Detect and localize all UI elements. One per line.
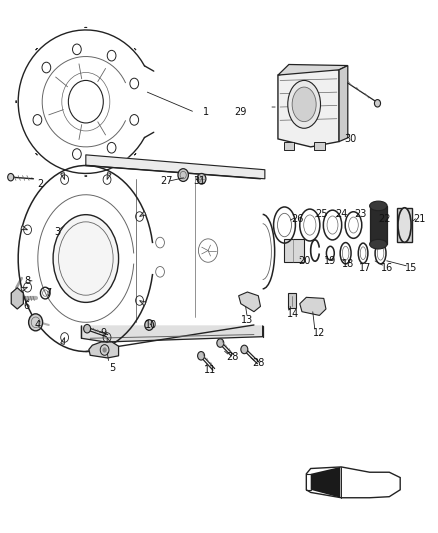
Text: 24: 24 xyxy=(335,209,347,220)
Polygon shape xyxy=(86,155,265,179)
Polygon shape xyxy=(284,142,294,150)
Text: 22: 22 xyxy=(379,214,391,224)
Polygon shape xyxy=(278,67,339,147)
Bar xyxy=(397,208,413,242)
Polygon shape xyxy=(339,66,348,142)
Circle shape xyxy=(28,314,42,331)
Polygon shape xyxy=(278,64,348,75)
Text: 21: 21 xyxy=(413,214,426,224)
Text: 15: 15 xyxy=(405,263,417,272)
Circle shape xyxy=(145,320,153,330)
Text: 9: 9 xyxy=(100,328,106,338)
Text: 20: 20 xyxy=(298,256,311,266)
Bar xyxy=(370,206,387,244)
Polygon shape xyxy=(61,337,65,344)
Text: 31: 31 xyxy=(193,176,205,187)
Bar xyxy=(288,293,296,308)
Polygon shape xyxy=(134,49,136,50)
Text: 1: 1 xyxy=(203,107,209,117)
Text: 4: 4 xyxy=(35,320,41,330)
Ellipse shape xyxy=(53,215,119,302)
Text: 19: 19 xyxy=(324,256,336,266)
Ellipse shape xyxy=(370,201,387,211)
Polygon shape xyxy=(134,154,136,155)
Polygon shape xyxy=(11,288,23,309)
Circle shape xyxy=(102,348,107,353)
Circle shape xyxy=(8,173,14,181)
Text: 25: 25 xyxy=(315,209,328,220)
Polygon shape xyxy=(81,326,263,342)
Ellipse shape xyxy=(288,80,321,128)
Circle shape xyxy=(198,352,205,360)
Text: 23: 23 xyxy=(355,209,367,220)
Text: 29: 29 xyxy=(235,107,247,117)
Text: 3: 3 xyxy=(54,227,60,237)
Polygon shape xyxy=(300,297,326,316)
Polygon shape xyxy=(314,142,325,150)
Polygon shape xyxy=(311,467,340,498)
Polygon shape xyxy=(35,49,38,50)
Text: 26: 26 xyxy=(291,214,304,224)
Ellipse shape xyxy=(178,168,188,181)
Text: 14: 14 xyxy=(287,309,299,319)
Text: 11: 11 xyxy=(204,365,216,375)
Polygon shape xyxy=(89,342,119,358)
Text: 12: 12 xyxy=(313,328,325,338)
Text: 18: 18 xyxy=(342,259,354,269)
Text: 30: 30 xyxy=(344,134,356,144)
Text: 8: 8 xyxy=(25,277,31,286)
Polygon shape xyxy=(21,225,28,230)
Text: 2: 2 xyxy=(37,179,43,189)
Text: 7: 7 xyxy=(46,288,52,298)
Ellipse shape xyxy=(197,173,206,184)
Bar xyxy=(285,239,304,262)
Text: 17: 17 xyxy=(359,263,371,272)
Circle shape xyxy=(217,339,224,348)
Text: 13: 13 xyxy=(241,314,254,325)
Polygon shape xyxy=(140,212,146,216)
Polygon shape xyxy=(61,173,65,180)
Text: 28: 28 xyxy=(252,358,265,368)
Polygon shape xyxy=(107,173,111,180)
Circle shape xyxy=(374,100,381,107)
Text: 5: 5 xyxy=(109,362,115,373)
Text: 6: 6 xyxy=(23,301,29,311)
Text: 27: 27 xyxy=(160,176,173,187)
Text: 10: 10 xyxy=(145,320,157,330)
Polygon shape xyxy=(35,154,38,155)
Ellipse shape xyxy=(398,208,411,243)
Text: 16: 16 xyxy=(381,263,393,272)
Polygon shape xyxy=(107,337,111,344)
Circle shape xyxy=(241,345,248,354)
Text: 28: 28 xyxy=(226,352,238,362)
Polygon shape xyxy=(239,292,261,312)
Polygon shape xyxy=(21,287,28,292)
Ellipse shape xyxy=(292,87,316,122)
Circle shape xyxy=(84,325,91,333)
Ellipse shape xyxy=(370,239,387,249)
Polygon shape xyxy=(140,301,146,305)
